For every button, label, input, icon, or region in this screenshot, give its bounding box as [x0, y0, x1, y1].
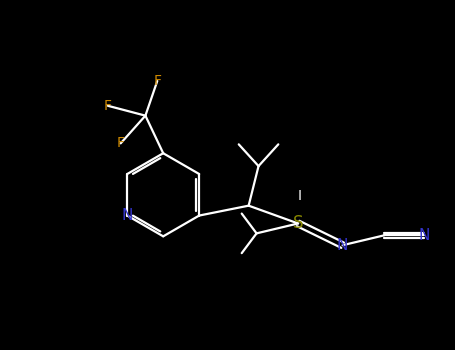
Text: F: F	[153, 74, 161, 88]
Text: N: N	[418, 228, 430, 243]
Text: F: F	[104, 99, 112, 113]
Text: I: I	[298, 189, 302, 203]
Text: S: S	[293, 215, 303, 232]
Text: N: N	[121, 208, 133, 223]
Text: N: N	[337, 238, 348, 253]
Text: F: F	[116, 136, 125, 150]
